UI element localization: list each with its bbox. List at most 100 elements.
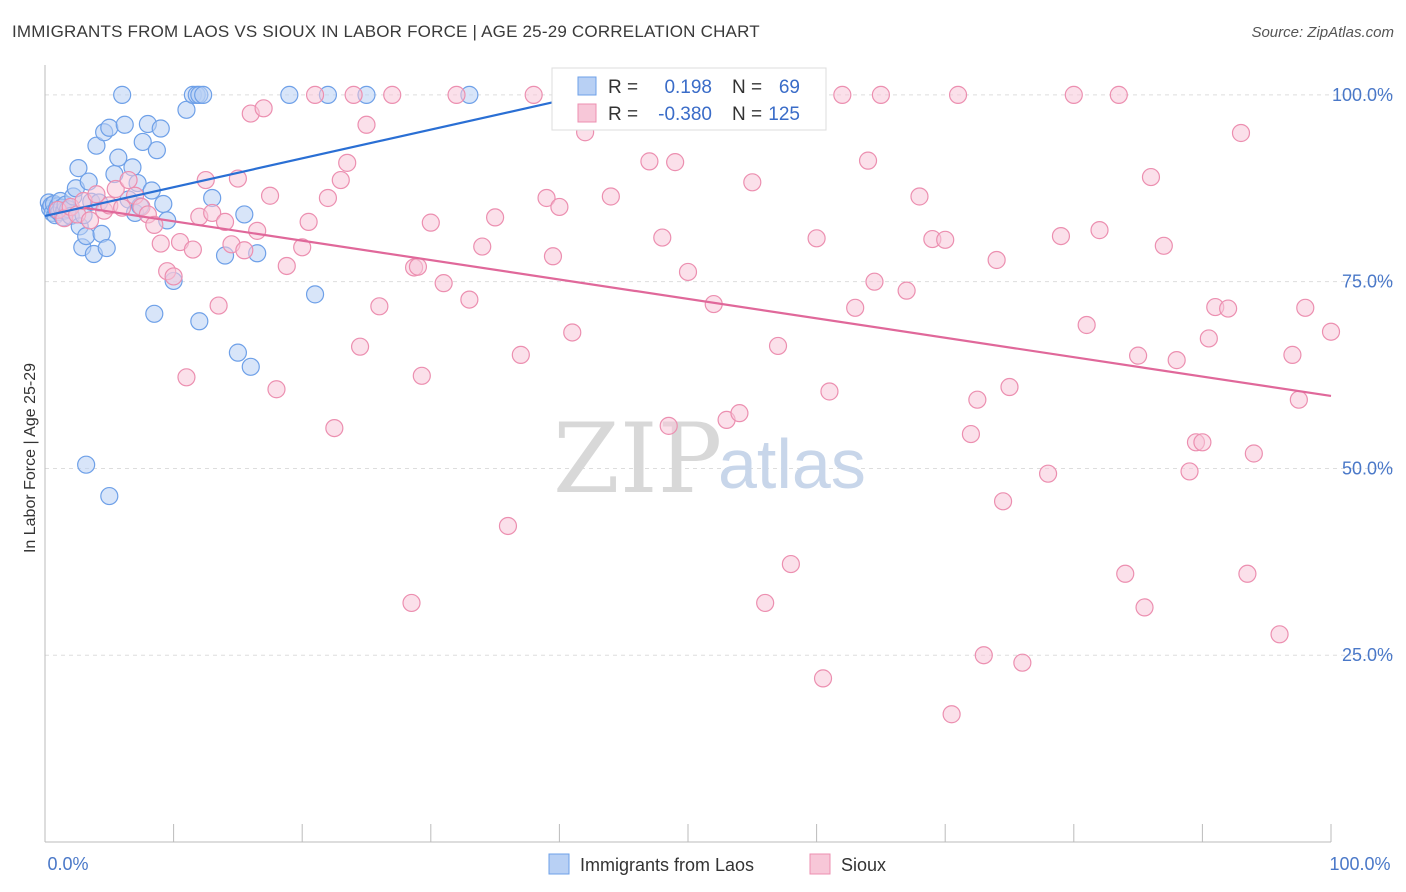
point-sioux bbox=[1219, 299, 1238, 318]
point-sioux bbox=[1077, 315, 1096, 335]
trend-lines bbox=[44, 99, 1332, 398]
bottom-legend-swatch-sioux bbox=[809, 853, 831, 875]
point-sioux bbox=[858, 151, 878, 170]
watermark-atlas: atlas bbox=[718, 425, 866, 503]
point-sioux bbox=[948, 85, 968, 104]
point-sioux bbox=[344, 85, 363, 104]
point-sioux bbox=[1167, 351, 1186, 370]
point-sioux bbox=[846, 298, 865, 317]
point-sioux bbox=[781, 554, 800, 574]
point-sioux bbox=[1231, 123, 1251, 143]
point-laos bbox=[154, 194, 173, 214]
legend-box: R = 0.198 N = 69 R = -0.380 N = 125 bbox=[551, 67, 827, 131]
point-sioux bbox=[820, 382, 839, 401]
point-sioux bbox=[1180, 462, 1199, 481]
point-sioux bbox=[106, 179, 125, 199]
point-sioux bbox=[402, 593, 421, 613]
y-tick-label: 50.0% bbox=[1342, 458, 1393, 478]
point-laos bbox=[77, 226, 96, 246]
point-sioux bbox=[1000, 377, 1019, 397]
point-sioux bbox=[1270, 625, 1289, 644]
point-sioux bbox=[498, 516, 518, 536]
point-sioux bbox=[1128, 346, 1148, 365]
point-sioux bbox=[1141, 167, 1161, 187]
legend-n-label-laos: N = bbox=[732, 77, 762, 98]
y-axis-label: In Labor Force | Age 25-29 bbox=[22, 363, 39, 553]
point-sioux bbox=[813, 669, 833, 688]
watermark-zip: ZIP bbox=[553, 403, 722, 515]
point-sioux bbox=[412, 366, 431, 385]
y-tick-label: 75.0% bbox=[1342, 272, 1393, 292]
legend-n-value-laos: 69 bbox=[779, 77, 800, 98]
point-laos bbox=[194, 85, 213, 104]
point-laos bbox=[100, 118, 119, 137]
point-sioux bbox=[807, 229, 826, 248]
point-sioux bbox=[666, 153, 685, 172]
point-sioux bbox=[511, 345, 530, 364]
legend-n-value-sioux: 125 bbox=[768, 104, 800, 125]
point-sioux bbox=[486, 208, 505, 227]
point-laos bbox=[113, 85, 132, 104]
point-sioux bbox=[299, 212, 318, 231]
point-sioux bbox=[305, 85, 325, 104]
point-sioux bbox=[1135, 598, 1154, 617]
point-sioux bbox=[293, 238, 312, 257]
bottom-legend-label-laos: Immigrants from Laos bbox=[580, 855, 754, 875]
watermark: ZIP atlas bbox=[553, 403, 866, 515]
point-sioux bbox=[421, 213, 440, 232]
point-sioux bbox=[993, 492, 1013, 511]
point-sioux bbox=[370, 297, 389, 316]
legend-r-value-laos: 0.198 bbox=[664, 77, 712, 98]
point-sioux bbox=[209, 296, 228, 315]
point-sioux bbox=[318, 188, 338, 208]
point-sioux bbox=[936, 230, 955, 249]
point-sioux bbox=[447, 85, 466, 104]
point-laos bbox=[280, 85, 299, 104]
point-sioux bbox=[331, 170, 350, 190]
point-sioux bbox=[659, 416, 678, 435]
point-sioux bbox=[267, 380, 286, 399]
point-sioux bbox=[151, 234, 170, 253]
point-sioux bbox=[537, 188, 556, 208]
point-sioux bbox=[1289, 390, 1308, 409]
point-sioux bbox=[653, 228, 672, 247]
point-sioux bbox=[203, 203, 222, 223]
point-sioux bbox=[248, 221, 267, 240]
legend-r-label-sioux: R = bbox=[608, 104, 638, 125]
point-laos bbox=[77, 455, 96, 474]
point-sioux bbox=[1090, 221, 1109, 240]
x-tick-label-min: 0.0% bbox=[47, 854, 88, 874]
source-label: Source: ZipAtlas.com bbox=[1251, 24, 1394, 41]
bottom-legend: Immigrants from Laos Sioux bbox=[548, 853, 886, 875]
point-sioux bbox=[1038, 464, 1058, 483]
point-laos bbox=[115, 115, 134, 134]
point-sioux bbox=[325, 418, 344, 438]
point-sioux bbox=[1244, 444, 1263, 463]
point-laos bbox=[151, 119, 170, 138]
point-sioux bbox=[756, 593, 775, 613]
point-sioux bbox=[1238, 564, 1257, 583]
chart-title: IMMIGRANTS FROM LAOS VS SIOUX IN LABOR F… bbox=[12, 22, 760, 41]
point-laos bbox=[190, 312, 209, 331]
point-sioux bbox=[865, 272, 884, 291]
point-laos bbox=[69, 159, 88, 178]
point-sioux bbox=[601, 187, 620, 206]
point-sioux bbox=[338, 153, 357, 172]
point-sioux bbox=[897, 281, 916, 300]
legend-swatch-sioux bbox=[577, 103, 597, 123]
point-sioux bbox=[408, 257, 428, 276]
point-sioux bbox=[961, 424, 981, 444]
point-laos bbox=[147, 141, 166, 160]
point-sioux bbox=[1199, 329, 1218, 348]
point-sioux bbox=[235, 241, 254, 260]
point-sioux bbox=[383, 85, 402, 104]
point-sioux bbox=[1013, 653, 1032, 672]
point-laos bbox=[177, 100, 196, 119]
point-sioux bbox=[968, 390, 987, 409]
point-laos bbox=[145, 304, 164, 323]
point-sioux bbox=[768, 336, 788, 356]
point-sioux bbox=[1296, 298, 1315, 317]
point-sioux bbox=[743, 173, 762, 192]
point-sioux bbox=[183, 240, 202, 259]
